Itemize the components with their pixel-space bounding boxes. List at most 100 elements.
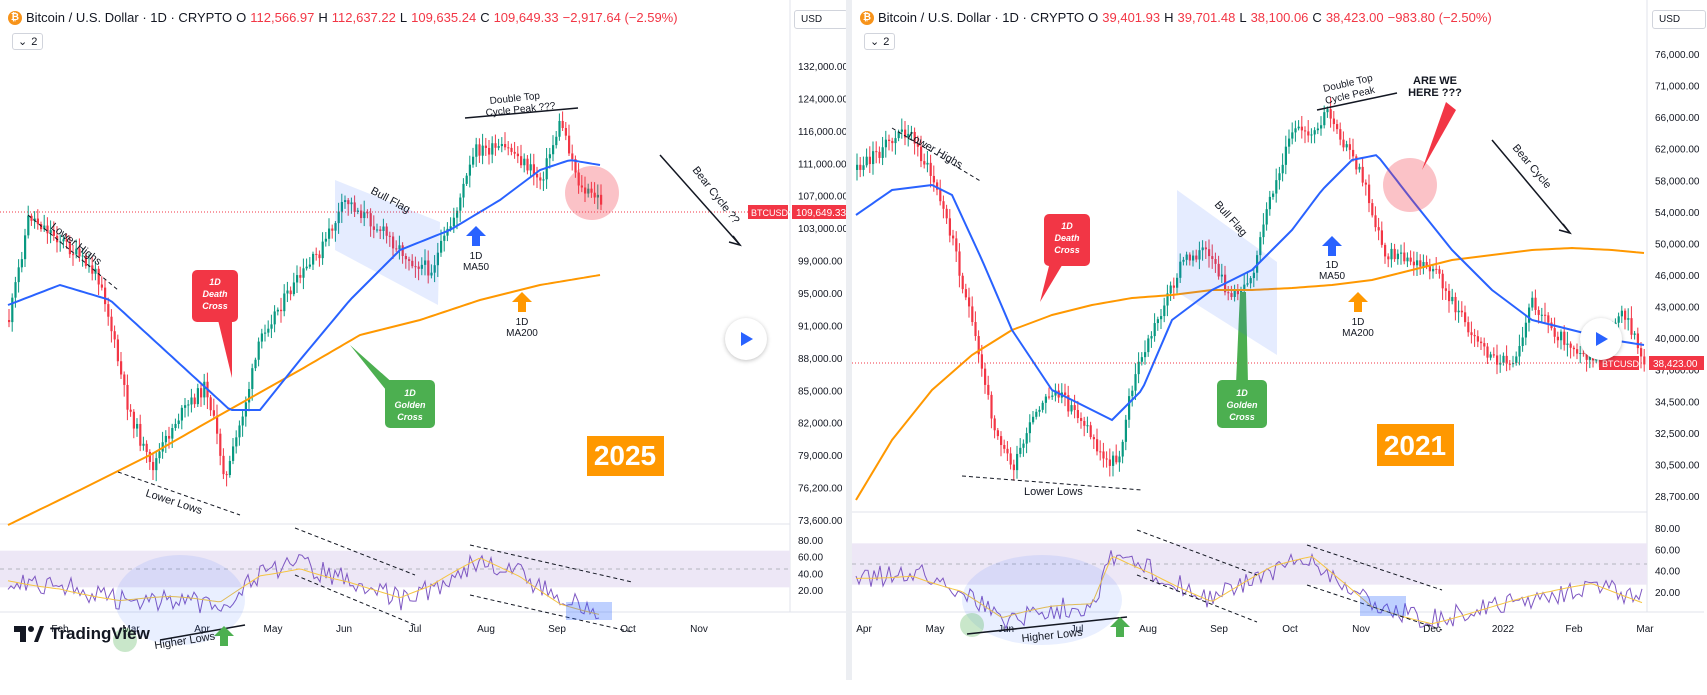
candle-body bbox=[1428, 266, 1431, 272]
candle-body bbox=[17, 267, 20, 283]
time-tick-label: May bbox=[264, 624, 283, 635]
are-we-here-label-1: ARE WE bbox=[1413, 75, 1457, 87]
candle-body bbox=[1233, 290, 1236, 297]
candle-body bbox=[267, 328, 270, 333]
last-price-badge bbox=[1649, 356, 1704, 370]
indicators-toggle[interactable]: ⌄ 2 bbox=[12, 33, 44, 50]
candle-body bbox=[27, 215, 30, 236]
chart-canvas[interactable]: 76,000.00 71,000.00 66,000.00 62,000.00 58,0… bbox=[852, 0, 1704, 680]
candle-body bbox=[1323, 112, 1326, 126]
currency-button[interactable]: USD bbox=[1652, 10, 1706, 29]
ma200-line bbox=[855, 246, 1645, 501]
candle-body bbox=[46, 225, 49, 234]
time-tick-label: Aug bbox=[477, 624, 495, 635]
candle-body bbox=[1553, 328, 1556, 337]
candle-body bbox=[536, 173, 539, 178]
chart-canvas[interactable]: 132,000.00 124,000.00 116,000.00 111,000.00… bbox=[0, 0, 846, 680]
candle-body bbox=[1009, 453, 1012, 465]
candle-body bbox=[1515, 356, 1518, 363]
candle-body bbox=[1204, 247, 1207, 250]
candle-body bbox=[1371, 203, 1374, 216]
rsi-line bbox=[855, 550, 1643, 630]
candle-body bbox=[100, 284, 103, 288]
candle-body bbox=[1480, 341, 1483, 344]
candle-body bbox=[1294, 128, 1297, 133]
candle-body bbox=[1080, 418, 1083, 421]
candle-body bbox=[465, 175, 468, 184]
candle-body bbox=[350, 202, 353, 205]
low-label: L bbox=[1239, 10, 1247, 25]
rsi-band bbox=[852, 543, 1647, 585]
candle-body bbox=[1227, 292, 1230, 294]
candle-body bbox=[1304, 130, 1307, 132]
replay-button[interactable] bbox=[1580, 318, 1622, 360]
golden-cross-label-2: Golden bbox=[1227, 400, 1259, 410]
replay-button[interactable] bbox=[725, 318, 767, 360]
candle-body bbox=[254, 359, 257, 369]
candle-body bbox=[987, 384, 990, 395]
bear-cycle-arrow bbox=[659, 154, 741, 246]
indicators-toggle[interactable]: ⌄ 2 bbox=[864, 33, 896, 50]
candle-body bbox=[1470, 332, 1473, 336]
candle-body bbox=[478, 144, 481, 156]
candle-body bbox=[968, 297, 971, 307]
candle-body bbox=[1387, 256, 1390, 260]
time-tick-label: Mar bbox=[122, 624, 140, 635]
symbol-title[interactable]: Bitcoin / U.S. Dollar · 1D · CRYPTO bbox=[878, 10, 1085, 25]
candle-body bbox=[1521, 337, 1524, 347]
rsi-low-circle bbox=[113, 628, 137, 652]
candle-body bbox=[532, 164, 535, 174]
rsi-tick-label: 80.00 bbox=[1655, 524, 1680, 535]
candle-body bbox=[388, 235, 391, 237]
candle-body bbox=[20, 259, 23, 268]
symbol-title[interactable]: Bitcoin / U.S. Dollar · 1D · CRYPTO bbox=[26, 10, 233, 25]
candle-body bbox=[491, 143, 494, 155]
candle-body bbox=[347, 200, 350, 205]
candle-body bbox=[200, 388, 203, 398]
candle-body bbox=[52, 230, 55, 236]
death-cross-pointer bbox=[218, 320, 232, 378]
candle-body bbox=[507, 147, 510, 149]
candle-body bbox=[84, 255, 87, 266]
candle-body bbox=[241, 416, 244, 426]
candle-body bbox=[577, 172, 580, 186]
candle-body bbox=[81, 255, 84, 257]
candle-body bbox=[452, 217, 455, 227]
candle-body bbox=[385, 226, 388, 236]
candle-body bbox=[1288, 138, 1291, 147]
candle-body bbox=[1400, 252, 1403, 254]
candle-body bbox=[1307, 131, 1310, 136]
candle-body bbox=[913, 131, 916, 144]
candle-body bbox=[273, 311, 276, 325]
candle-body bbox=[942, 201, 945, 209]
candle-body bbox=[75, 248, 78, 255]
rsi-highlight-box bbox=[566, 602, 612, 620]
candle-body bbox=[481, 145, 484, 156]
candle-body bbox=[158, 451, 161, 459]
candle-body bbox=[171, 427, 174, 439]
high-value: 39,701.48 bbox=[1177, 10, 1236, 25]
price-tick-label: 37,000.00 bbox=[1655, 366, 1700, 377]
candle-body bbox=[862, 165, 865, 170]
year-badge-text: 2025 bbox=[594, 440, 656, 471]
candle-body bbox=[1198, 250, 1201, 260]
candle-body bbox=[1396, 253, 1399, 260]
candle-body bbox=[446, 228, 449, 236]
currency-button[interactable]: USD bbox=[794, 10, 848, 29]
candle-body bbox=[596, 194, 599, 198]
last-price-text: 109,649.33 bbox=[796, 208, 846, 219]
candle-body bbox=[408, 259, 411, 261]
candle-body bbox=[222, 455, 225, 475]
candle-body bbox=[996, 430, 999, 437]
price-tick-label: 40,000.00 bbox=[1655, 334, 1700, 345]
symbol-tag-text: BTCUSD bbox=[751, 208, 789, 218]
candle-body bbox=[1278, 173, 1281, 181]
candle-body bbox=[894, 138, 897, 144]
candle-body bbox=[1006, 448, 1009, 454]
open-label: O bbox=[236, 10, 247, 25]
candle-body bbox=[1230, 293, 1233, 297]
candle-body bbox=[529, 164, 532, 171]
candle-body bbox=[328, 228, 331, 239]
